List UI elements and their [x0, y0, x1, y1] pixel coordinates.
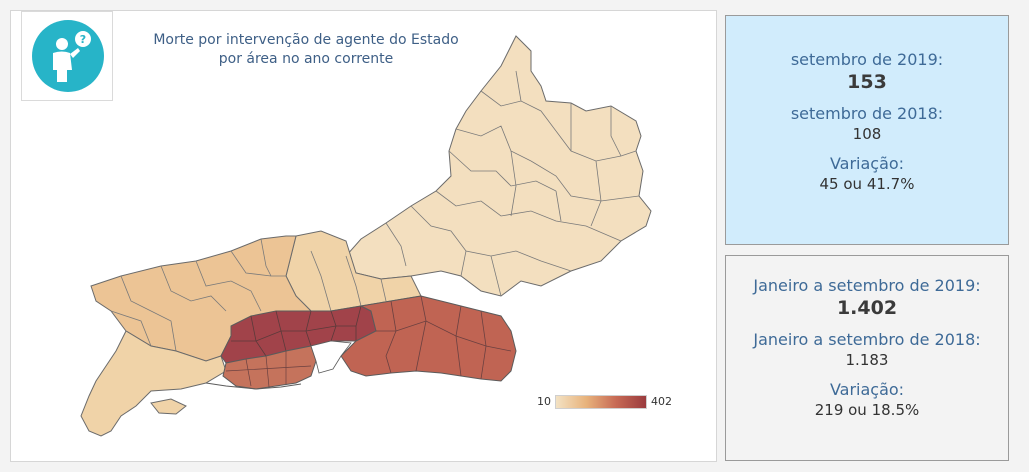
ytd-previous-label: Janeiro a setembro de 2018:: [753, 330, 981, 349]
ytd-current-label: Janeiro a setembro de 2019:: [753, 276, 981, 295]
legend-min-label: 10: [537, 395, 551, 408]
help-button[interactable]: ?: [21, 11, 113, 101]
region-ilha-grande[interactable]: [150, 398, 187, 415]
color-legend: 10 402: [531, 392, 681, 412]
map-title: Morte por intervenção de agente do Estad…: [141, 31, 471, 69]
region-borders-capital: [225, 351, 312, 388]
monthly-current-label: setembro de 2019:: [790, 50, 944, 69]
region-northeast[interactable]: [345, 35, 652, 297]
map-title-line1: Morte por intervenção de agente do Estad…: [153, 32, 459, 48]
sepetiba-coast: [205, 382, 302, 390]
map-panel: ? Morte por intervenção de agente do Est…: [10, 10, 717, 462]
ytd-variation-value: 219 ou 18.5%: [814, 401, 920, 419]
ytd-stats-card: Janeiro a setembro de 2019: 1.402 Janeir…: [725, 255, 1009, 461]
ytd-variation-label: Variação:: [829, 380, 905, 399]
guanabara-bay: [310, 340, 352, 374]
monthly-variation-label: Variação:: [829, 154, 905, 173]
person-question-icon: ?: [32, 20, 104, 92]
legend-gradient-bar: [555, 395, 647, 409]
ytd-current-value: 1.402: [836, 297, 898, 319]
region-metropolitana-norte[interactable]: [220, 305, 377, 364]
monthly-previous-value: 108: [852, 125, 882, 143]
monthly-variation-value: 45 ou 41.7%: [819, 175, 915, 193]
region-borders-northeast: [385, 70, 640, 297]
region-borders-west: [110, 238, 387, 352]
monthly-stats-card: setembro de 2019: 153 setembro de 2018: …: [725, 15, 1009, 245]
region-borders-east-metro: [376, 295, 512, 380]
choropleth-map[interactable]: [11, 11, 716, 461]
legend-max-label: 402: [651, 395, 672, 408]
region-costa-verde[interactable]: [80, 330, 227, 437]
ytd-previous-value: 1.183: [845, 351, 889, 369]
region-leste-metropolitano[interactable]: [340, 295, 517, 382]
monthly-previous-label: setembro de 2018:: [790, 104, 944, 123]
map-title-line2: por área no ano corrente: [218, 51, 394, 67]
svg-text:?: ?: [80, 33, 86, 46]
region-borders-metro: [231, 305, 362, 357]
monthly-current-value: 153: [847, 71, 887, 93]
